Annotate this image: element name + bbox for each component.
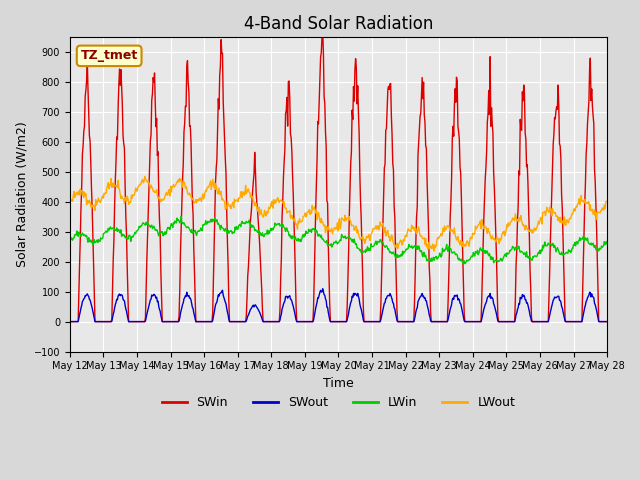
SWout: [424, 307, 432, 313]
LWout: [394, 243, 402, 249]
SWout: [254, 307, 262, 312]
Line: SWout: SWout: [70, 289, 607, 322]
LWout: [604, 199, 611, 204]
LWout: [129, 192, 137, 198]
SWin: [604, 319, 611, 324]
LWout: [141, 174, 148, 180]
Text: TZ_tmet: TZ_tmet: [81, 49, 138, 62]
SWout: [66, 319, 74, 324]
SWout: [394, 319, 402, 324]
SWout: [275, 319, 282, 324]
LWin: [129, 234, 137, 240]
LWout: [228, 200, 236, 206]
LWin: [461, 261, 468, 266]
LWout: [275, 200, 283, 205]
SWin: [129, 319, 137, 324]
LWin: [228, 231, 236, 237]
Line: LWin: LWin: [70, 216, 607, 264]
Line: LWout: LWout: [70, 177, 607, 251]
SWout: [129, 319, 137, 324]
LWout: [66, 198, 74, 204]
LWin: [424, 257, 432, 263]
SWin: [275, 319, 282, 324]
SWout: [228, 319, 236, 324]
LWout: [424, 246, 432, 252]
SWin: [66, 319, 74, 324]
LWin: [255, 231, 263, 237]
Line: SWin: SWin: [70, 31, 607, 322]
SWin: [319, 28, 326, 34]
Legend: SWin, SWout, LWin, LWout: SWin, SWout, LWin, LWout: [157, 391, 520, 414]
LWin: [66, 238, 74, 244]
LWout: [255, 204, 263, 210]
LWin: [177, 214, 185, 219]
LWin: [394, 254, 402, 260]
SWin: [394, 319, 402, 324]
X-axis label: Time: Time: [323, 377, 354, 390]
SWin: [254, 218, 262, 224]
SWout: [604, 319, 611, 324]
Title: 4-Band Solar Radiation: 4-Band Solar Radiation: [244, 15, 433, 33]
SWin: [424, 224, 432, 230]
LWout: [430, 248, 438, 254]
SWout: [319, 286, 326, 292]
SWin: [228, 319, 236, 324]
LWin: [604, 239, 611, 244]
LWin: [275, 221, 283, 227]
Y-axis label: Solar Radiation (W/m2): Solar Radiation (W/m2): [15, 121, 28, 267]
